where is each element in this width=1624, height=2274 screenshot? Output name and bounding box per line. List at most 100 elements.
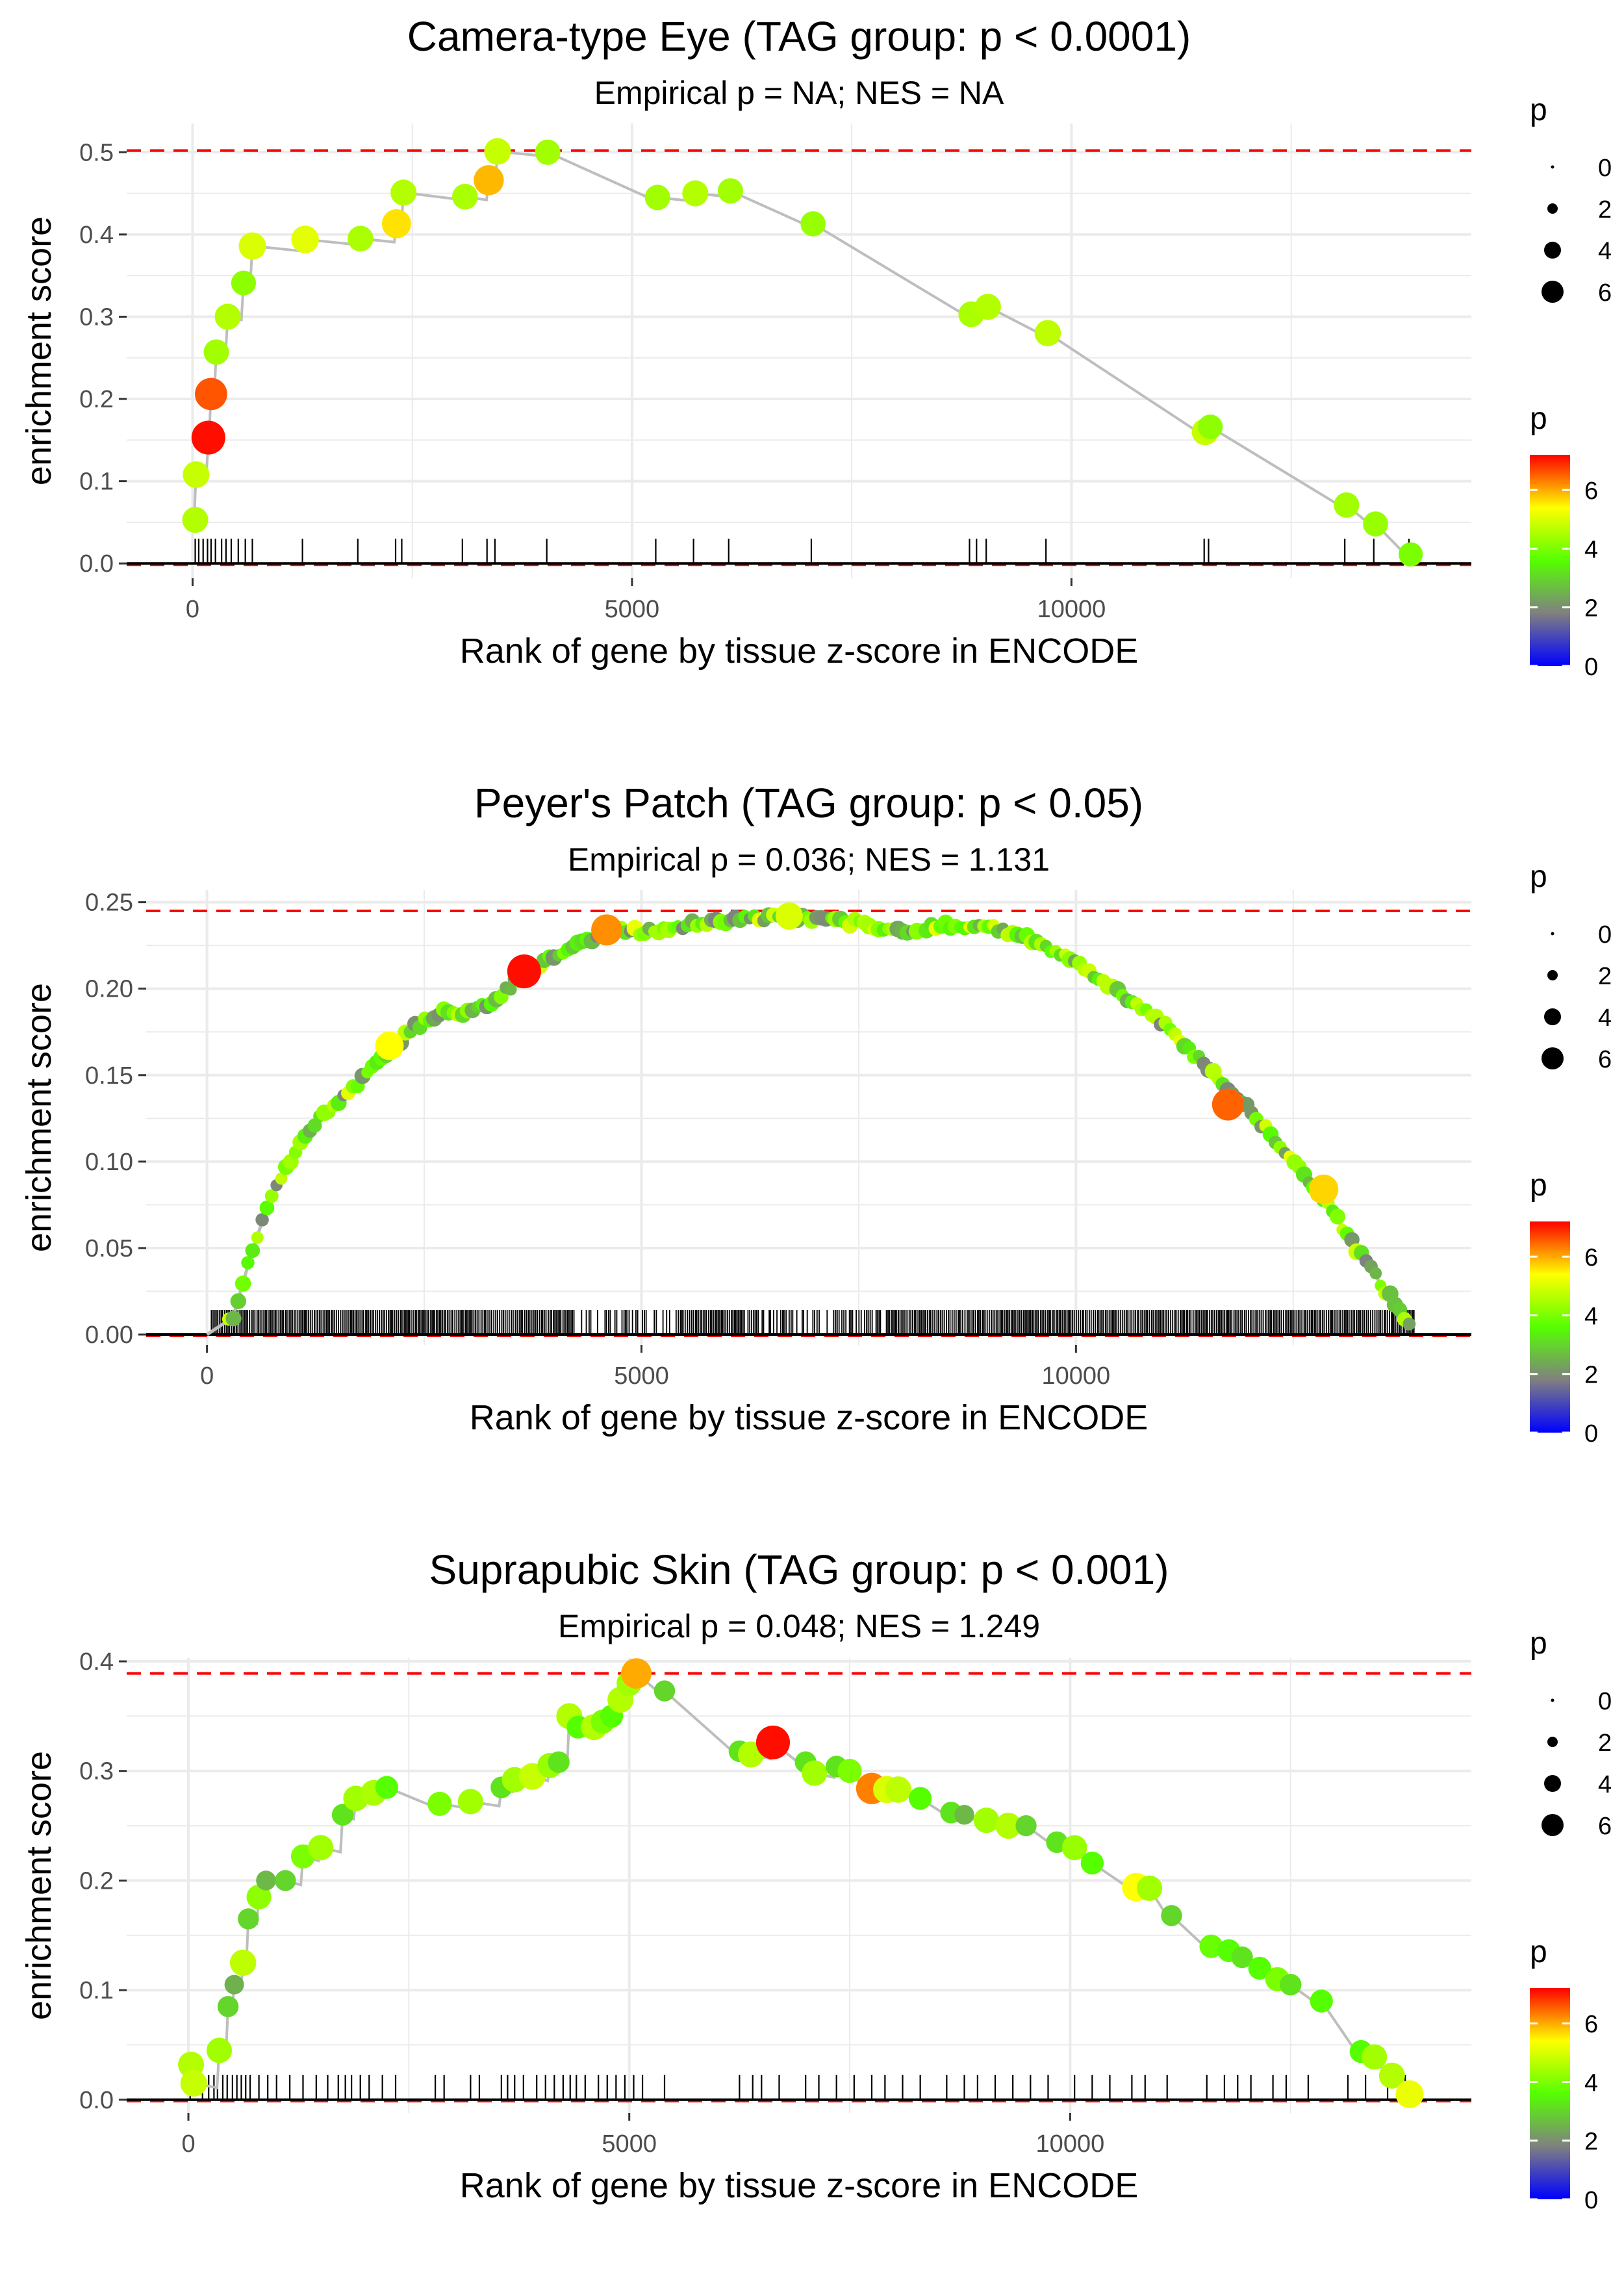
- color-bar-label: 6: [1584, 1244, 1598, 1271]
- color-bar-label: 0: [1584, 1420, 1598, 1448]
- color-bar: [1530, 455, 1570, 666]
- hit-point: [653, 1680, 676, 1702]
- chart-panel-3: Suprapubic Skin (TAG group: p < 0.001) Em…: [19, 1546, 1612, 2214]
- legend-color-title: p: [1530, 1168, 1547, 1203]
- x-tick-label: 5000: [614, 1362, 669, 1390]
- color-bar-label: 2: [1584, 1362, 1598, 1389]
- hit-point: [1061, 1835, 1087, 1861]
- hit-point: [644, 185, 670, 211]
- legend-size-label: 2: [1598, 1730, 1612, 1757]
- hit-point: [474, 165, 504, 196]
- hit-point: [1308, 1174, 1339, 1205]
- hit-point: [238, 1908, 259, 1930]
- hit-point: [246, 1884, 272, 1910]
- hit-point: [800, 211, 826, 236]
- hit-point: [235, 1275, 251, 1292]
- y-tick-label: 0.15: [85, 1062, 133, 1090]
- hit-point: [457, 1789, 483, 1815]
- legend-size-dot: [1547, 203, 1558, 214]
- hit-point: [191, 420, 225, 455]
- hit-point: [203, 339, 229, 365]
- hit-point: [230, 1293, 247, 1309]
- hit-point: [183, 461, 210, 489]
- hit-point: [1034, 320, 1061, 347]
- y-tick-label: 0.2: [79, 1867, 114, 1895]
- hit-point: [484, 138, 511, 165]
- legend-size-label: 2: [1598, 196, 1612, 224]
- chart-subtitle: Empirical p = 0.048; NES = 1.249: [558, 1608, 1040, 1644]
- color-bar-label: 0: [1584, 2187, 1598, 2214]
- color-bar: [1530, 1221, 1570, 1433]
- y-tick-label: 0.0: [79, 2087, 114, 2114]
- hit-point: [1362, 2044, 1388, 2070]
- hit-point: [755, 1725, 790, 1759]
- hit-point: [995, 1813, 1022, 1839]
- hit-point: [381, 209, 411, 238]
- x-tick-label: 5000: [602, 2130, 657, 2158]
- hit-point: [1395, 2080, 1424, 2108]
- legend-size-title: p: [1530, 93, 1547, 127]
- y-tick-label: 0.4: [79, 222, 114, 249]
- y-tick-label: 0.0: [79, 550, 114, 578]
- chart-title: Camera-type Eye (TAG group: p < 0.0001): [407, 13, 1191, 60]
- hit-point: [256, 1871, 276, 1891]
- y-tick-label: 0.3: [79, 303, 114, 331]
- hit-point: [621, 1658, 652, 1689]
- color-bar-label: 0: [1584, 654, 1598, 681]
- legend-size-dot: [1542, 1814, 1564, 1836]
- hit-point: [591, 914, 622, 946]
- color-bar-label: 4: [1584, 536, 1598, 563]
- legend-size-dot: [1544, 1008, 1561, 1025]
- legend-size: p 0 2 4 6: [1530, 860, 1612, 1073]
- color-bar-label: 4: [1584, 2069, 1598, 2097]
- hit-point: [251, 1231, 264, 1244]
- legend-size-label: 4: [1598, 238, 1612, 265]
- hit-point: [1015, 1815, 1037, 1837]
- hit-point: [1369, 1267, 1382, 1280]
- hit-point: [548, 1751, 570, 1773]
- hit-point: [1402, 1317, 1416, 1331]
- legend-size-title: p: [1530, 1626, 1547, 1661]
- hit-point: [1136, 1875, 1163, 1901]
- hit-point: [1212, 1088, 1245, 1121]
- hit-point: [1329, 1208, 1346, 1225]
- legend-color-title: p: [1530, 402, 1547, 436]
- legend-size: p 0 2 4 6: [1530, 93, 1612, 307]
- hit-point: [225, 1310, 242, 1327]
- chart-title: Suprapubic Skin (TAG group: p < 0.001): [429, 1546, 1169, 1593]
- chart-panel-1: Camera-type Eye (TAG group: p < 0.0001) E…: [19, 13, 1612, 681]
- legend-size-label: 2: [1598, 963, 1612, 990]
- legend-size-dot: [1544, 242, 1561, 259]
- hit-points: [178, 1658, 1424, 2108]
- y-tick-label: 0.1: [79, 1977, 114, 2004]
- x-tick-label: 0: [186, 596, 199, 623]
- hit-point: [1080, 1851, 1104, 1875]
- hit-point: [255, 1213, 269, 1227]
- hit-rug: [194, 539, 1410, 564]
- legend-size-dot: [1547, 1737, 1558, 1747]
- x-tick-label: 0: [181, 2130, 195, 2158]
- legend-size-dot: [1542, 1047, 1564, 1069]
- legend-size-label: 6: [1598, 279, 1612, 307]
- chart-subtitle: Empirical p = 0.036; NES = 1.131: [568, 841, 1050, 878]
- x-axis-title: Rank of gene by tissue z-score in ENCODE: [470, 1398, 1148, 1437]
- x-axis-title: Rank of gene by tissue z-score in ENCODE: [460, 2166, 1138, 2205]
- color-bar-label: 6: [1584, 478, 1598, 505]
- legend-color: p 0 2 4 6: [1530, 402, 1598, 681]
- hit-point: [1363, 511, 1388, 537]
- hit-point: [308, 1835, 334, 1861]
- hit-point: [1334, 492, 1360, 518]
- hit-point: [1248, 1956, 1271, 1980]
- legend-color: p 0 2 4 6: [1530, 1935, 1598, 2214]
- hit-point: [331, 1804, 354, 1826]
- y-tick-label: 0.4: [79, 1648, 114, 1676]
- hit-point: [182, 507, 209, 533]
- hit-point: [908, 1787, 932, 1810]
- legend-size-label: 6: [1598, 1046, 1612, 1073]
- y-tick-label: 0.5: [79, 139, 114, 166]
- color-bar-label: 2: [1584, 2128, 1598, 2156]
- hit-point: [1198, 415, 1223, 440]
- legend-size-dot: [1551, 1698, 1554, 1702]
- hit-point: [275, 1172, 288, 1185]
- legend-size-dot: [1551, 165, 1554, 169]
